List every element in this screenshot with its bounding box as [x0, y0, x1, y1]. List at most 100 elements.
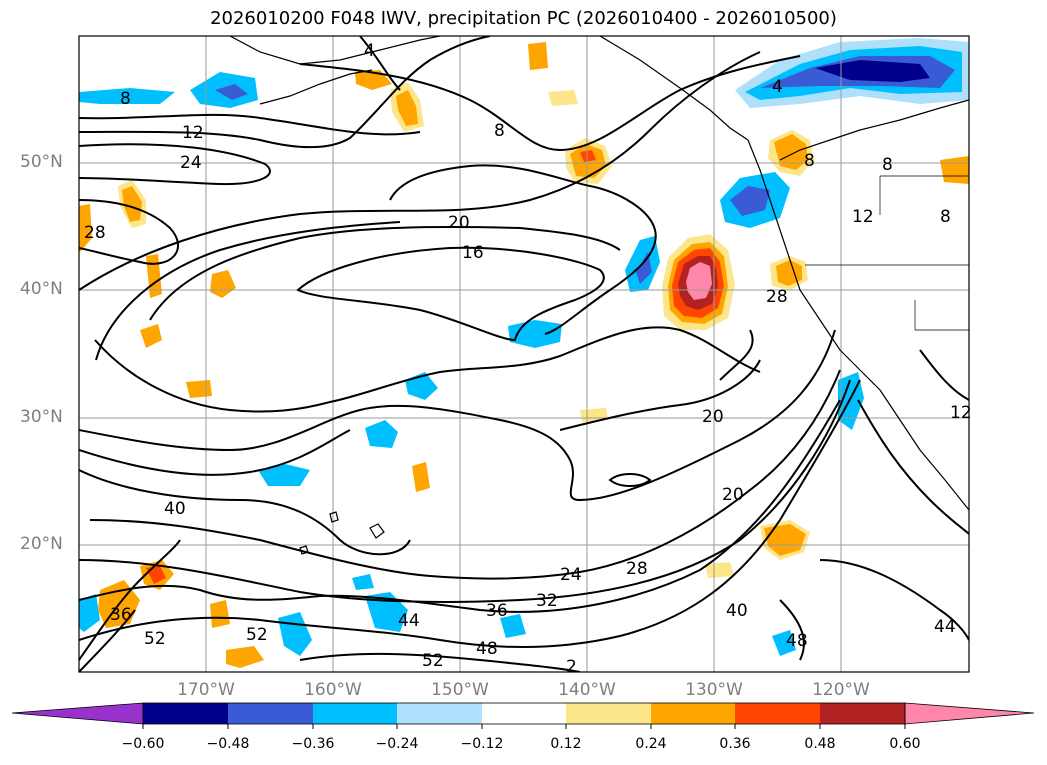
contour-label: 8 [494, 121, 505, 141]
precip-positive-area [705, 562, 734, 578]
precip-negative-area [508, 320, 562, 348]
colorbar-label: 0.24 [635, 736, 667, 752]
precip-positive-area [210, 600, 230, 628]
iwv-contour [95, 221, 401, 361]
map-gridlines [79, 36, 969, 672]
iwv-contour [719, 329, 754, 381]
contour-label: 20 [448, 213, 470, 233]
coastlines [229, 36, 969, 555]
contour-label: 24 [180, 153, 202, 173]
precip-negative-area [352, 574, 374, 590]
contour-label: 52 [422, 651, 444, 671]
iwv-contour [919, 349, 969, 401]
precip-negative-area [636, 252, 652, 284]
coastline-alaska [229, 36, 441, 65]
iwv-contour [819, 559, 969, 641]
contour-label: 12 [182, 123, 204, 143]
colorbar-segment [651, 703, 735, 724]
colorbar-label: −0.24 [375, 736, 419, 752]
iwv-contour [79, 199, 180, 265]
colorbar-label: −0.12 [460, 736, 504, 752]
contour-label: 4 [772, 77, 783, 97]
contour-label: 28 [84, 223, 106, 243]
contour-label: 12 [950, 403, 972, 423]
iwv-contour [79, 539, 181, 661]
precip-negative-area [365, 420, 398, 448]
precip-positive-area [210, 270, 236, 298]
colorbar-label: 0.12 [550, 736, 582, 752]
precip-positive-area [186, 380, 212, 398]
precip-shading [79, 38, 969, 668]
contour-label: 8 [940, 207, 951, 227]
contour-label: 28 [766, 287, 788, 307]
precip-negative-area [815, 60, 930, 82]
precip-negative-area [730, 186, 770, 216]
precip-positive-area [764, 524, 806, 556]
iwv-contour [857, 399, 969, 535]
contour-label: 32 [536, 591, 558, 611]
lat-label: 20°N [20, 534, 63, 554]
precip-positive-area [146, 254, 162, 298]
map-plot-area [79, 36, 969, 672]
contour-label: 28 [626, 559, 648, 579]
island-hawaii [369, 523, 385, 539]
iwv-contour [79, 399, 841, 613]
contour-label: 8 [882, 155, 893, 175]
contour-label: 12 [852, 207, 874, 227]
precip-negative-area [500, 614, 526, 638]
precip-positive-area [79, 204, 92, 252]
precip-positive-area [122, 186, 142, 222]
colorbar-label: 0.48 [804, 736, 836, 752]
contour-label: 20 [722, 485, 744, 505]
precip-negative-area [215, 84, 248, 100]
iwv-contour [608, 473, 652, 487]
precip-positive-area [940, 156, 969, 184]
lat-label: 50°N [20, 152, 63, 172]
iwv-contour [389, 164, 657, 335]
contour-label: 16 [462, 243, 484, 263]
colorbar-label: −0.60 [121, 736, 165, 752]
iwv-contour [79, 609, 136, 672]
coastline-bc-to-california [747, 139, 969, 511]
iwv-contour [296, 246, 605, 342]
precip-negative-area [79, 594, 100, 632]
lon-label: 120°W [812, 680, 870, 700]
contour-label: 8 [804, 151, 815, 171]
contour-label: 20 [702, 407, 724, 427]
precip-negative-area [772, 630, 796, 656]
iwv-contour [79, 469, 411, 556]
contour-label: 8 [120, 89, 131, 109]
iwv-contour [79, 379, 851, 603]
iwv-contour [299, 652, 581, 672]
lon-label: 150°W [431, 680, 489, 700]
contour-label: 48 [476, 639, 498, 659]
contour-label: 40 [726, 601, 748, 621]
iwv-contour [79, 429, 351, 476]
map-title: 2026010200 F048 IWV, precipitation PC (2… [210, 8, 837, 29]
iwv-contour [79, 113, 421, 136]
lat-label: 40°N [20, 279, 63, 299]
iwv-contour [79, 36, 491, 149]
lon-label: 160°W [304, 680, 362, 700]
contour-label: 44 [398, 611, 420, 631]
colorbar-segment [143, 703, 228, 724]
contour-label: 36 [110, 605, 132, 625]
lat-label: 30°N [20, 407, 63, 427]
iwv-contour [299, 55, 801, 152]
map-frame [78, 35, 970, 673]
colorbar-segment [566, 703, 651, 724]
iwv-contour [559, 359, 761, 431]
colorbar [11, 702, 1035, 729]
iwv-contour [149, 226, 621, 321]
lon-label: 140°W [558, 680, 616, 700]
colorbar-segment [228, 703, 313, 724]
precip-positive-area [140, 324, 162, 348]
colorbar-label: 0.60 [889, 736, 921, 752]
lon-label: 130°W [685, 680, 743, 700]
precip-positive-area [528, 42, 548, 70]
precip-negative-area [278, 612, 312, 656]
precip-positive-area [226, 646, 264, 668]
precip-positive-area [412, 462, 430, 492]
colorbar-segment [735, 703, 820, 724]
